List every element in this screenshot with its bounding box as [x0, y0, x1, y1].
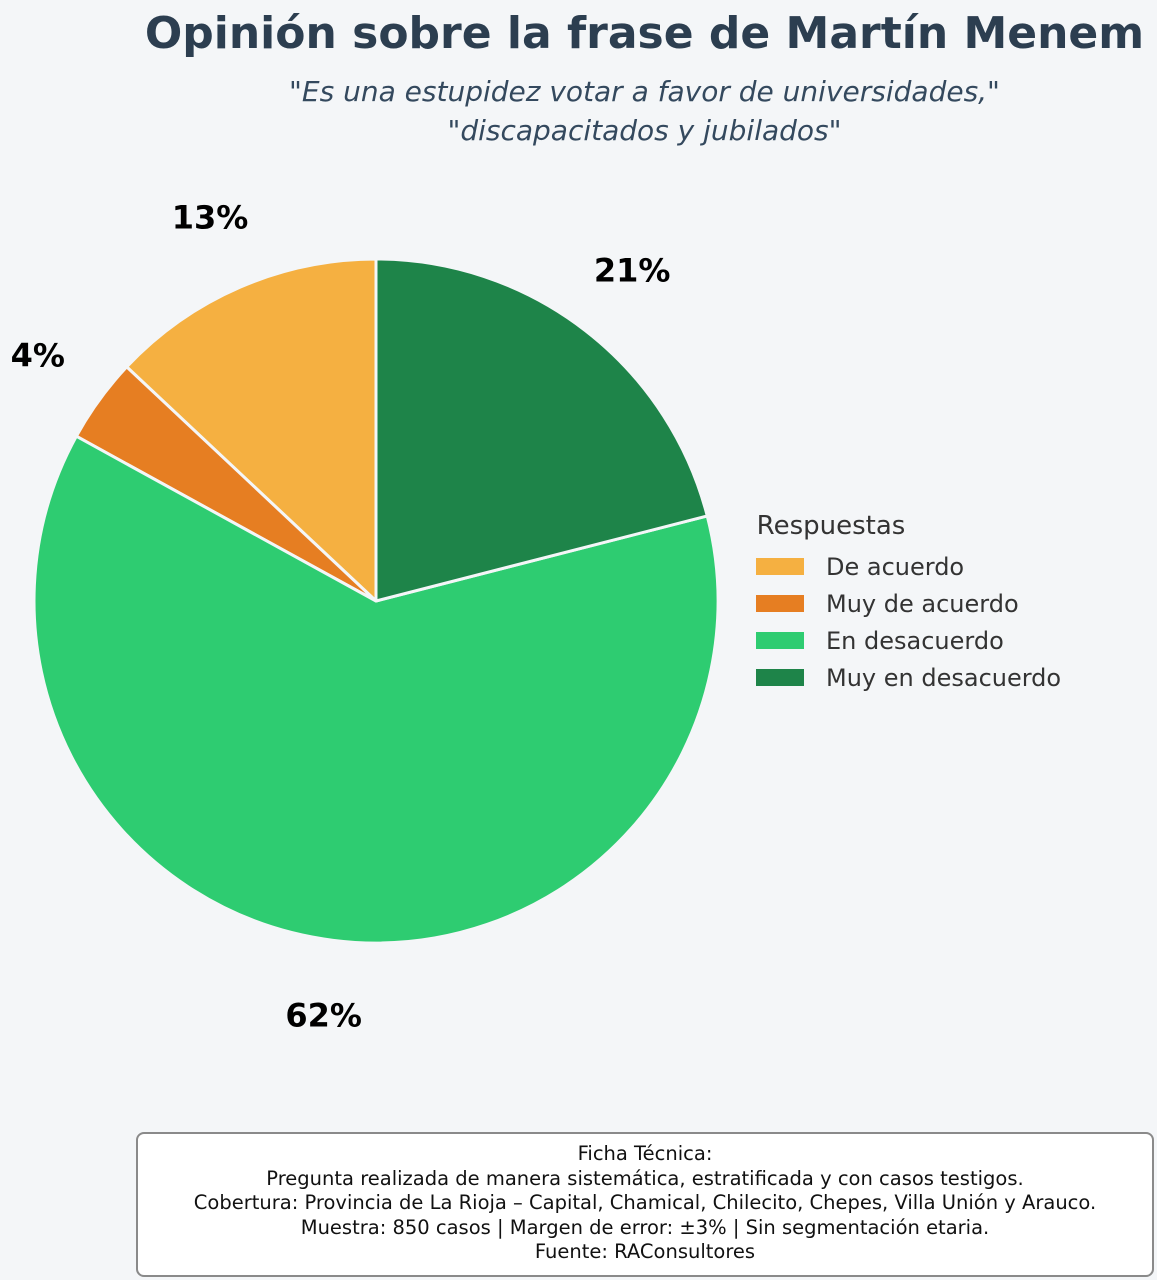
legend-item-de-acuerdo: De acuerdo: [756, 548, 1076, 585]
technical-sheet-heading: Ficha Técnica:: [577, 1142, 713, 1165]
legend-label: Muy en desacuerdo: [826, 663, 1062, 692]
technical-sheet-line: Muestra: 850 casos | Margen de error: ±3…: [300, 1215, 990, 1239]
legend-item-en-desacuerdo: En desacuerdo: [756, 622, 1076, 659]
legend-swatch: [756, 669, 804, 686]
legend-swatch: [756, 595, 804, 612]
pie-slice-de-acuerdo: [125, 257, 378, 603]
legend-item-muy-en-desacuerdo: Muy en desacuerdo: [756, 659, 1076, 696]
pie-slice-muy-en-desacuerdo: [374, 257, 709, 603]
subtitle-line-1: "Es una estupidez votar a favor de unive…: [289, 75, 1000, 108]
pie-value-label: 62%: [285, 997, 362, 1035]
legend-label: En desacuerdo: [826, 626, 1004, 655]
legend-label: De acuerdo: [826, 552, 965, 581]
technical-sheet-line: Cobertura: Provincia de La Rioja – Capit…: [193, 1191, 1097, 1214]
pie-value-label: 13%: [172, 198, 249, 236]
technical-sheet: Ficha Técnica: Pregunta realizada de man…: [136, 1132, 1154, 1277]
pie-value-label: 4%: [11, 336, 65, 374]
legend-swatch: [756, 632, 804, 649]
pie-value-label: 21%: [594, 252, 671, 290]
legend-item-muy-de-acuerdo: Muy de acuerdo: [756, 585, 1076, 622]
legend-swatch: [756, 558, 804, 575]
legend: Respuestas De acuerdo Muy de acuerdo En …: [756, 510, 1076, 696]
chart-title: Opinión sobre la frase de Martín Menem: [144, 8, 1145, 59]
technical-sheet-line: Pregunta realizada de manera sistemática…: [266, 1166, 1024, 1190]
legend-title: Respuestas: [756, 511, 906, 541]
subtitle-line-2: "discapacitados y jubilados": [447, 114, 842, 147]
pie-slice-en-desacuerdo: [32, 434, 720, 945]
technical-sheet-line: Fuente: RAConsultores: [534, 1240, 756, 1263]
legend-label: Muy de acuerdo: [826, 589, 1019, 618]
chart-subtitle: "Es una estupidez votar a favor de unive…: [0, 72, 1157, 150]
